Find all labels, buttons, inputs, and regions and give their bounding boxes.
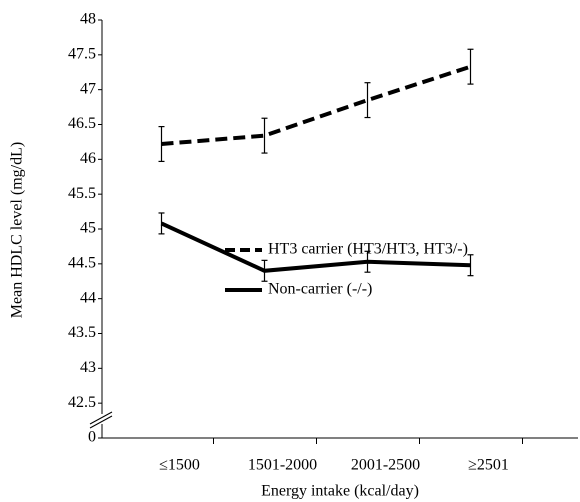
x-tick-label: 1501-2000 [248, 457, 317, 474]
y-tick-label: 48 [80, 11, 96, 28]
error-bar [261, 117, 268, 154]
y-tick-label: 43.5 [68, 324, 96, 341]
legend-label: HT3 carrier (HT3/HT3, HT3/-) [268, 241, 468, 258]
series-line [160, 221, 471, 273]
x-axis-label: Energy intake (kcal/day) [261, 483, 419, 500]
axis-break-mark [89, 411, 113, 425]
y-tick-label: 45 [80, 220, 96, 237]
error-bar [467, 48, 474, 85]
error-bar [364, 82, 371, 119]
error-bar [364, 250, 371, 273]
y-tick-label: 44.5 [68, 255, 96, 272]
y-tick-label: 47.5 [68, 46, 96, 63]
y-tick-label: 45.5 [68, 185, 96, 202]
y-tick-label: 44 [80, 289, 96, 306]
axis-break-gap [88, 414, 116, 424]
y-tick-label: 46 [80, 150, 96, 167]
y-tick-label: 43 [80, 359, 96, 376]
error-bar [467, 254, 474, 277]
x-tick-label: ≤1500 [159, 457, 200, 474]
y-tick-label: 46.5 [68, 115, 96, 132]
x-tick-label: ≥2501 [468, 457, 509, 474]
error-bar [158, 212, 165, 235]
y-tick-label: 42.5 [68, 394, 96, 411]
x-tick-label: 2001-2500 [351, 457, 420, 474]
error-bar [158, 125, 165, 163]
y-tick-label: 0 [88, 429, 96, 446]
error-bar [261, 259, 268, 282]
axis-break-mark [89, 415, 113, 429]
y-tick-label: 47 [80, 80, 96, 97]
series-line [161, 64, 472, 147]
y-axis-label: Mean HDLC level (mg/dL) [9, 142, 26, 318]
legend-label: Non-carrier (-/-) [268, 281, 372, 298]
